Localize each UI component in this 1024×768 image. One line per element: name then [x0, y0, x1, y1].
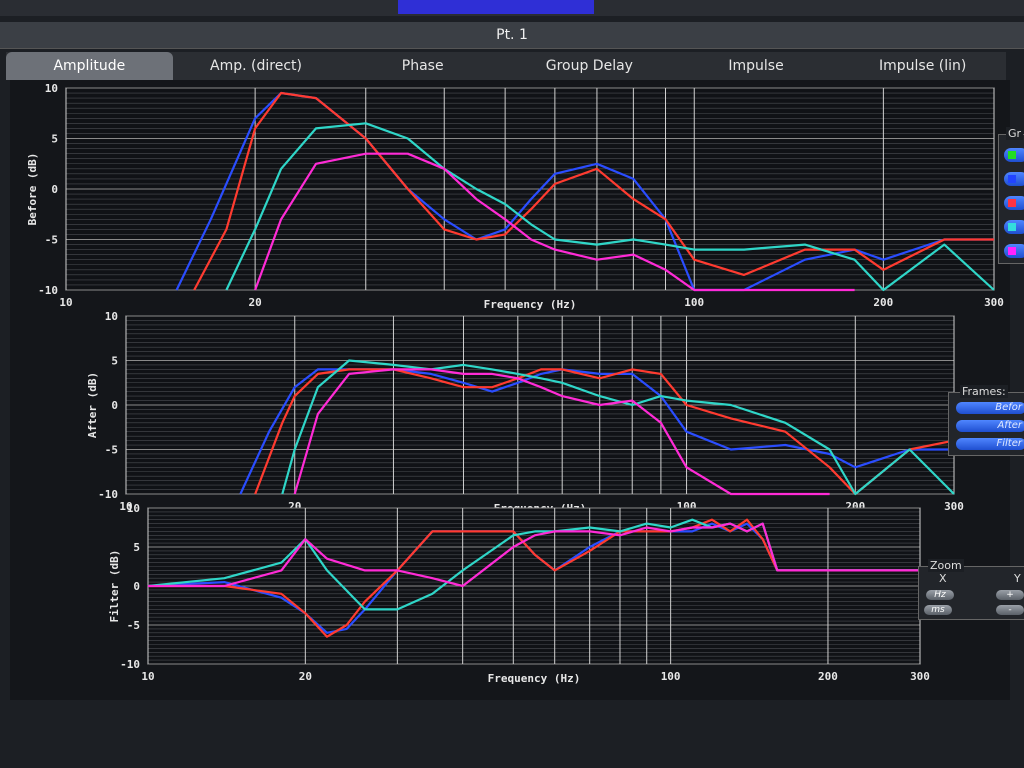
chart2-series-3-line	[281, 359, 955, 496]
zoom-hz-button[interactable]: Hz	[926, 590, 954, 600]
graph-toggle-magenta[interactable]	[1004, 244, 1024, 258]
graph-toggle-blue[interactable]	[1004, 172, 1024, 186]
chart3-xaxis-label: Frequency (Hz)	[488, 672, 581, 685]
graphs-panel-title: Gr	[1006, 127, 1024, 140]
chart1-series-3-line	[225, 122, 995, 292]
zoom-y-label: Y	[1014, 572, 1021, 585]
chart3-xtick-label: 10	[141, 670, 154, 683]
zoom-panel-title: Zoom	[928, 559, 964, 572]
chart3-xtick-label: 100	[661, 670, 681, 683]
chart3-yaxis-label: Filter (dB)	[108, 550, 121, 623]
tab-impulse-lin[interactable]: Impulse (lin)	[879, 58, 967, 74]
highlight-bar	[398, 0, 594, 14]
chart3-ytick-label: 5	[133, 541, 140, 554]
chart1-ytick-label: 0	[51, 183, 58, 196]
graph-toggle-green[interactable]	[1004, 148, 1024, 162]
chart2-series-4-line	[293, 368, 830, 496]
graph-toggle-cyan[interactable]	[1004, 220, 1024, 234]
tab-impulse[interactable]: Impulse	[728, 58, 784, 74]
frame-before-button[interactable]: Befor	[956, 402, 1024, 414]
chart2-ytick-label: 0	[111, 399, 118, 412]
chart2-series-2-line	[254, 368, 955, 496]
chart1-ytick-label: 5	[51, 133, 58, 146]
chart1-yaxis-label: Before (dB)	[26, 153, 39, 226]
chart2-ytick-label: 5	[111, 355, 118, 368]
tab-phase[interactable]: Phase	[401, 58, 444, 74]
blue-swatch	[1008, 175, 1016, 183]
zoom-ms-button[interactable]: ms	[924, 605, 952, 615]
zoom-x-label: X	[939, 572, 947, 585]
chart1-ytick-label: 10	[45, 82, 58, 95]
tab-bar: Amplitude Amp. (direct) Phase Group Dela…	[6, 52, 1006, 80]
chart2-ytick-label: -10	[98, 488, 118, 501]
chart3-xtick-label: 20	[299, 670, 312, 683]
cyan-swatch	[1008, 223, 1016, 231]
chart3-xtick-label: 200	[818, 670, 838, 683]
chart2-yaxis-label: After (dB)	[86, 372, 99, 438]
chart3-ytick-label: 10	[127, 502, 140, 515]
red-swatch	[1008, 199, 1016, 207]
zoom-y-minus-button[interactable]: -	[996, 605, 1024, 615]
green-swatch	[1008, 151, 1016, 159]
frame-filter-button[interactable]: Filter	[956, 438, 1024, 450]
chart1-xtick-label: 300	[984, 296, 1004, 309]
chart1-xtick-label: 10	[59, 296, 72, 309]
chart3-xtick-label: 300	[910, 670, 930, 683]
chart3-series-4-line	[148, 522, 920, 588]
top-strip	[0, 0, 1024, 16]
chart2-xtick-label: 300	[944, 500, 964, 513]
tab-amplitude[interactable]: Amplitude	[6, 52, 173, 80]
tab-group-delay[interactable]: Group Delay	[545, 58, 633, 74]
magenta-swatch	[1008, 247, 1016, 255]
chart1-ytick-label: -5	[45, 234, 58, 247]
zoom-y-plus-button[interactable]: +	[996, 590, 1024, 600]
window-title: Pt. 1	[496, 27, 528, 43]
frames-panel-title: Frames:	[960, 385, 1008, 398]
chart1-series-2-line	[193, 91, 994, 291]
chart1-xtick-label: 100	[684, 296, 704, 309]
chart3-ytick-label: -10	[120, 658, 140, 671]
chart2-xtick-label: 10	[119, 500, 132, 513]
tab-amp-direct[interactable]: Amp. (direct)	[210, 58, 302, 74]
window-title-bar: Pt. 1	[0, 22, 1024, 49]
chart2-ytick-label: 10	[105, 310, 118, 323]
chart1-xtick-label: 200	[873, 296, 893, 309]
chart1-series-4-line	[254, 152, 855, 292]
chart1-ytick-label: -10	[38, 284, 58, 297]
chart3-ytick-label: 0	[133, 580, 140, 593]
graph-toggle-red[interactable]	[1004, 196, 1024, 210]
chart3-series-2-line	[148, 518, 920, 638]
chart2-ytick-label: -5	[105, 444, 118, 457]
frame-after-button[interactable]: After	[956, 420, 1024, 432]
chart1-xtick-label: 20	[248, 296, 261, 309]
chart3-ytick-label: -5	[127, 619, 140, 632]
chart1-xaxis-label: Frequency (Hz)	[484, 298, 577, 311]
